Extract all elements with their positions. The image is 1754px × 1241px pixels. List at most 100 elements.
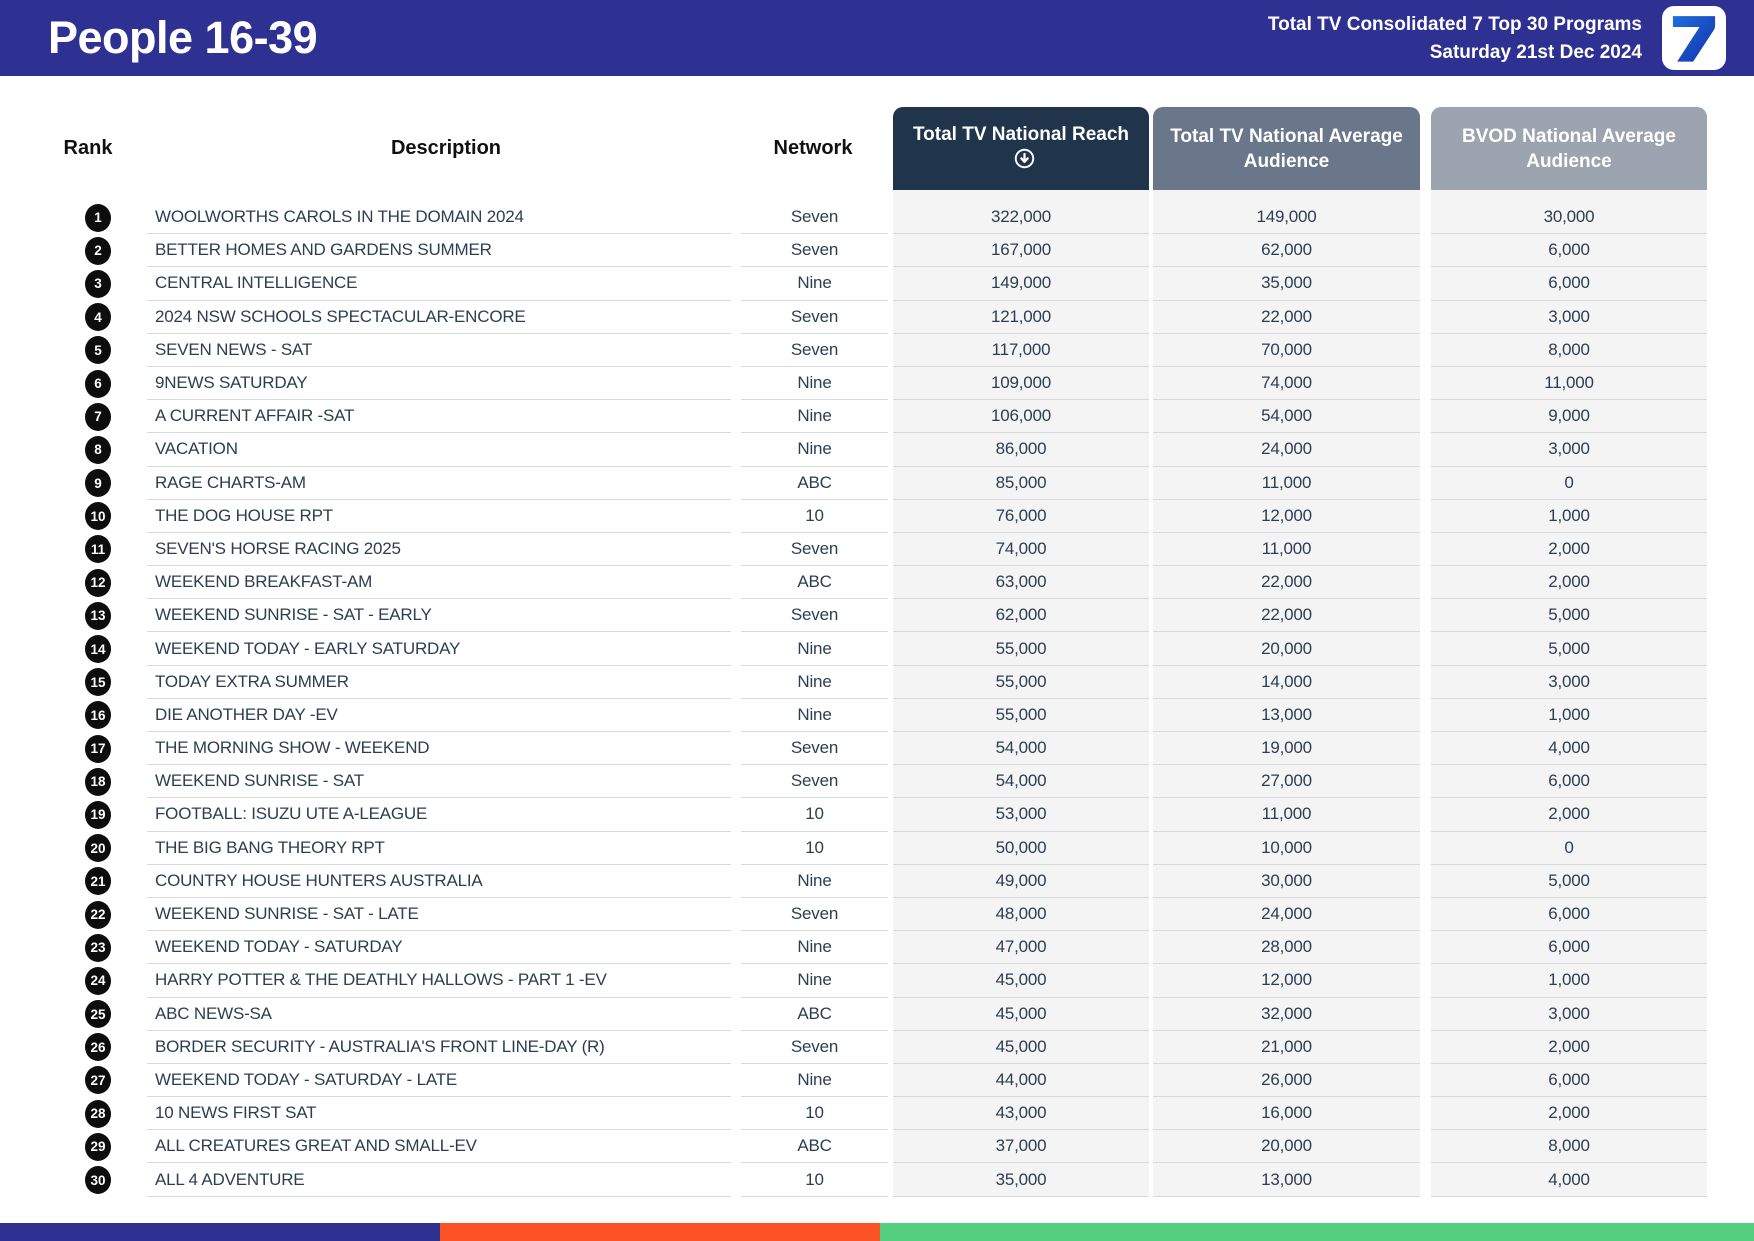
network-cell: Nine bbox=[741, 367, 888, 401]
table-row: 1 WOOLWORTHS CAROLS IN THE DOMAIN 2024 S… bbox=[0, 201, 1754, 235]
network-cell: Seven bbox=[741, 732, 888, 766]
bvod-value: 8,000 bbox=[1431, 1130, 1707, 1164]
program-description: WEEKEND SUNRISE - SAT - LATE bbox=[147, 898, 731, 932]
reach-value: 167,000 bbox=[893, 234, 1149, 268]
rank-cell: 2 bbox=[78, 234, 118, 267]
column-header-reach[interactable]: Total TV National Reach bbox=[893, 107, 1149, 190]
avg-audience-value: 27,000 bbox=[1153, 765, 1420, 799]
network-cell: Nine bbox=[741, 964, 888, 998]
rank-cell: 24 bbox=[78, 964, 118, 997]
column-header-avg-audience[interactable]: Total TV National Average Audience bbox=[1153, 107, 1420, 190]
reach-value: 55,000 bbox=[893, 632, 1149, 666]
rank-badge: 4 bbox=[85, 303, 111, 332]
rank-cell: 26 bbox=[78, 1031, 118, 1064]
network-cell: ABC bbox=[741, 566, 888, 600]
rank-badge: 26 bbox=[85, 1033, 111, 1062]
rank-cell: 23 bbox=[78, 931, 118, 964]
avg-audience-value: 62,000 bbox=[1153, 234, 1420, 268]
table-row: 27 WEEKEND TODAY - SATURDAY - LATE Nine … bbox=[0, 1064, 1754, 1098]
bvod-value: 2,000 bbox=[1431, 1031, 1707, 1064]
bvod-value: 0 bbox=[1431, 832, 1707, 865]
avg-audience-value: 54,000 bbox=[1153, 400, 1420, 434]
table-row: 26 BORDER SECURITY - AUSTRALIA'S FRONT L… bbox=[0, 1031, 1754, 1064]
network-cell: 10 bbox=[741, 500, 888, 533]
bvod-value: 2,000 bbox=[1431, 566, 1707, 600]
bvod-value: 2,000 bbox=[1431, 533, 1707, 567]
program-description: BETTER HOMES AND GARDENS SUMMER bbox=[147, 234, 731, 268]
avg-audience-value: 11,000 bbox=[1153, 467, 1420, 500]
network-cell: Seven bbox=[741, 1031, 888, 1064]
network-cell: 10 bbox=[741, 832, 888, 865]
bvod-value: 5,000 bbox=[1431, 599, 1707, 633]
rank-cell: 28 bbox=[78, 1097, 118, 1130]
rank-badge: 14 bbox=[85, 635, 111, 664]
table-row: 6 9NEWS SATURDAY Nine 109,000 74,000 11,… bbox=[0, 367, 1754, 401]
reach-value: 47,000 bbox=[893, 931, 1149, 965]
rank-badge: 15 bbox=[85, 668, 111, 697]
table-row: 24 HARRY POTTER & THE DEATHLY HALLOWS - … bbox=[0, 964, 1754, 998]
reach-value: 37,000 bbox=[893, 1130, 1149, 1164]
sort-descending-icon[interactable] bbox=[1014, 148, 1035, 176]
network-cell: ABC bbox=[741, 1130, 888, 1164]
network-cell: ABC bbox=[741, 467, 888, 500]
rank-badge: 20 bbox=[85, 834, 111, 863]
rank-cell: 25 bbox=[78, 998, 118, 1031]
rank-cell: 29 bbox=[78, 1130, 118, 1163]
network-cell: 10 bbox=[741, 798, 888, 832]
rank-badge: 16 bbox=[85, 701, 111, 730]
program-description: THE DOG HOUSE RPT bbox=[147, 500, 731, 533]
rank-cell: 30 bbox=[78, 1163, 118, 1196]
table-row: 17 THE MORNING SHOW - WEEKEND Seven 54,0… bbox=[0, 732, 1754, 766]
reach-value: 35,000 bbox=[893, 1163, 1149, 1197]
column-header-network: Network bbox=[773, 137, 853, 159]
reach-value: 55,000 bbox=[893, 699, 1149, 732]
bvod-value: 3,000 bbox=[1431, 666, 1707, 699]
program-description: WEEKEND SUNRISE - SAT bbox=[147, 765, 731, 799]
table-row: 21 COUNTRY HOUSE HUNTERS AUSTRALIA Nine … bbox=[0, 865, 1754, 898]
rank-badge: 13 bbox=[85, 601, 111, 630]
table-row: 3 CENTRAL INTELLIGENCE Nine 149,000 35,0… bbox=[0, 267, 1754, 301]
rank-badge: 1 bbox=[85, 203, 111, 232]
table-row: 10 THE DOG HOUSE RPT 10 76,000 12,000 1,… bbox=[0, 500, 1754, 533]
bvod-value: 2,000 bbox=[1431, 798, 1707, 832]
table-row: 20 THE BIG BANG THEORY RPT 10 50,000 10,… bbox=[0, 832, 1754, 865]
footer-bar bbox=[0, 1223, 1754, 1241]
table-row: 13 WEEKEND SUNRISE - SAT - EARLY Seven 6… bbox=[0, 599, 1754, 633]
program-description: SEVEN NEWS - SAT bbox=[147, 334, 731, 367]
rank-badge: 8 bbox=[85, 435, 111, 464]
reach-value: 106,000 bbox=[893, 400, 1149, 434]
avg-audience-value: 22,000 bbox=[1153, 301, 1420, 334]
reach-value: 49,000 bbox=[893, 865, 1149, 898]
rank-cell: 18 bbox=[78, 765, 118, 798]
footer-blue-segment bbox=[0, 1223, 440, 1241]
program-description: SEVEN'S HORSE RACING 2025 bbox=[147, 533, 731, 567]
avg-audience-value: 13,000 bbox=[1153, 699, 1420, 732]
rank-badge: 6 bbox=[85, 369, 111, 398]
reach-value: 50,000 bbox=[893, 832, 1149, 865]
table-row: 14 WEEKEND TODAY - EARLY SATURDAY Nine 5… bbox=[0, 632, 1754, 666]
avg-audience-value: 21,000 bbox=[1153, 1031, 1420, 1064]
rank-cell: 12 bbox=[78, 566, 118, 599]
network-cell: Seven bbox=[741, 334, 888, 367]
bvod-value: 3,000 bbox=[1431, 301, 1707, 334]
bvod-value: 1,000 bbox=[1431, 500, 1707, 533]
program-description: BORDER SECURITY - AUSTRALIA'S FRONT LINE… bbox=[147, 1031, 731, 1064]
reach-value: 322,000 bbox=[893, 201, 1149, 235]
bvod-value: 6,000 bbox=[1431, 1064, 1707, 1098]
avg-audience-value: 24,000 bbox=[1153, 898, 1420, 932]
bvod-value: 4,000 bbox=[1431, 1163, 1707, 1197]
column-header-bvod[interactable]: BVOD National Average Audience bbox=[1431, 107, 1707, 190]
reach-value: 53,000 bbox=[893, 798, 1149, 832]
reach-value: 55,000 bbox=[893, 666, 1149, 699]
table-row: 23 WEEKEND TODAY - SATURDAY Nine 47,000 … bbox=[0, 931, 1754, 965]
rank-badge: 18 bbox=[85, 767, 111, 796]
page-title: People 16-39 bbox=[48, 12, 318, 63]
rank-cell: 11 bbox=[78, 533, 118, 566]
avg-audience-value: 26,000 bbox=[1153, 1064, 1420, 1098]
program-description: VACATION bbox=[147, 433, 731, 467]
avg-column-background bbox=[1153, 190, 1420, 1197]
reach-value: 45,000 bbox=[893, 998, 1149, 1031]
network-cell: Nine bbox=[741, 865, 888, 898]
rank-cell: 17 bbox=[78, 732, 118, 765]
